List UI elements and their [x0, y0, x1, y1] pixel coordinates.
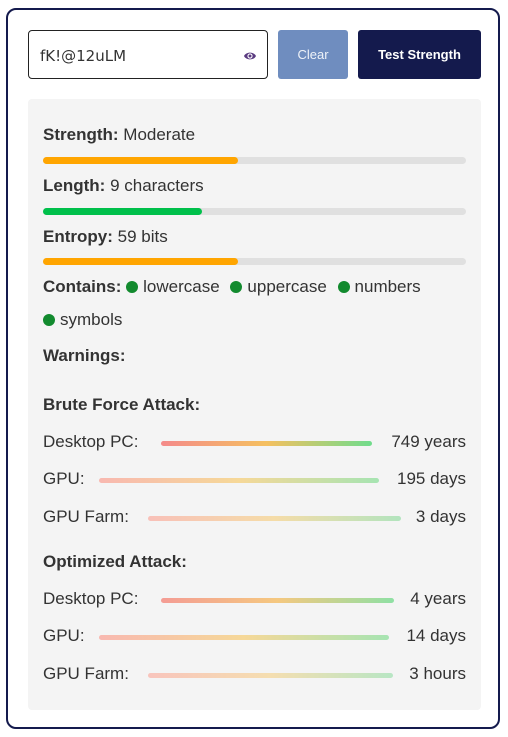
check-dot-icon: [230, 281, 243, 293]
check-dot-icon: [43, 314, 55, 326]
check-dot-icon: [126, 281, 139, 293]
strength-label: Strength:: [43, 125, 119, 144]
contains-label: Contains:: [43, 277, 122, 296]
attack-device-label: GPU:: [43, 626, 85, 645]
strength-meter-fill: [43, 157, 238, 164]
attack-time-bar: [99, 478, 379, 483]
attack-device-label: GPU Farm:: [43, 664, 129, 683]
attack-time-bar: [99, 635, 389, 640]
length-row: Length: 9 characters: [43, 176, 204, 196]
optimized-desktop-row: Desktop PC: 4 years: [43, 589, 466, 611]
brute-force-gpu-row: GPU: 195 days: [43, 469, 466, 491]
attack-device-label: GPU:: [43, 469, 85, 488]
optimized-gpu-farm-row: GPU Farm: 3 hours: [43, 664, 466, 686]
attack-time-value: 3 days: [415, 507, 466, 526]
entropy-meter: [43, 258, 466, 265]
contains-uppercase: uppercase: [247, 277, 327, 296]
strength-meter: [43, 157, 466, 164]
attack-time-bar: [148, 673, 393, 678]
entropy-value: 59 bits: [117, 227, 168, 246]
contains-chip: lowercase: [126, 277, 220, 296]
attack-time-value: 4 years: [410, 589, 466, 608]
contains-chip: uppercase: [230, 277, 327, 296]
contains-row: Contains: lowercase uppercase numbers: [43, 277, 427, 297]
entropy-row: Entropy: 59 bits: [43, 227, 168, 247]
attack-time-value: 195 days: [397, 469, 466, 488]
password-value: fK!@12uLM: [40, 47, 127, 65]
attack-time-value: 14 days: [406, 626, 466, 645]
contains-chip: numbers: [337, 277, 421, 296]
contains-lowercase: lowercase: [143, 277, 220, 296]
attack-device-label: Desktop PC:: [43, 589, 139, 608]
contains-chip: symbols: [43, 310, 122, 329]
brute-force-desktop-row: Desktop PC: 749 years: [43, 432, 466, 454]
strength-row: Strength: Moderate: [43, 125, 195, 145]
warnings-label: Warnings:: [43, 346, 126, 365]
brute-force-title: Brute Force Attack:: [43, 395, 201, 414]
attack-time-value: 3 hours: [409, 664, 466, 683]
optimized-gpu-row: GPU: 14 days: [43, 626, 466, 648]
contains-symbols: symbols: [60, 310, 123, 329]
optimized-title: Optimized Attack:: [43, 552, 187, 571]
attack-time-bar: [161, 441, 372, 446]
test-strength-button[interactable]: Test Strength: [358, 30, 481, 79]
attack-device-label: GPU Farm:: [43, 507, 129, 526]
clear-button[interactable]: Clear: [278, 30, 348, 79]
attack-time-value: 749 years: [391, 432, 466, 451]
contains-row-continued: symbols: [43, 310, 128, 330]
results-panel: Strength: Moderate Length: 9 characters …: [28, 99, 481, 710]
length-meter: [43, 208, 466, 215]
attack-time-bar: [148, 516, 401, 521]
eye-icon[interactable]: [243, 50, 257, 62]
entropy-label: Entropy:: [43, 227, 113, 246]
entropy-meter-fill: [43, 258, 238, 265]
length-meter-fill: [43, 208, 202, 215]
brute-force-gpu-farm-row: GPU Farm: 3 days: [43, 507, 466, 529]
strength-value: Moderate: [123, 125, 196, 144]
warnings-row: Warnings:: [43, 346, 125, 366]
length-value: 9 characters: [110, 176, 204, 195]
length-label: Length:: [43, 176, 106, 195]
attack-device-label: Desktop PC:: [43, 432, 139, 451]
password-input[interactable]: fK!@12uLM: [28, 30, 268, 79]
contains-numbers: numbers: [354, 277, 421, 296]
attack-time-bar: [161, 598, 394, 603]
check-dot-icon: [337, 281, 350, 293]
